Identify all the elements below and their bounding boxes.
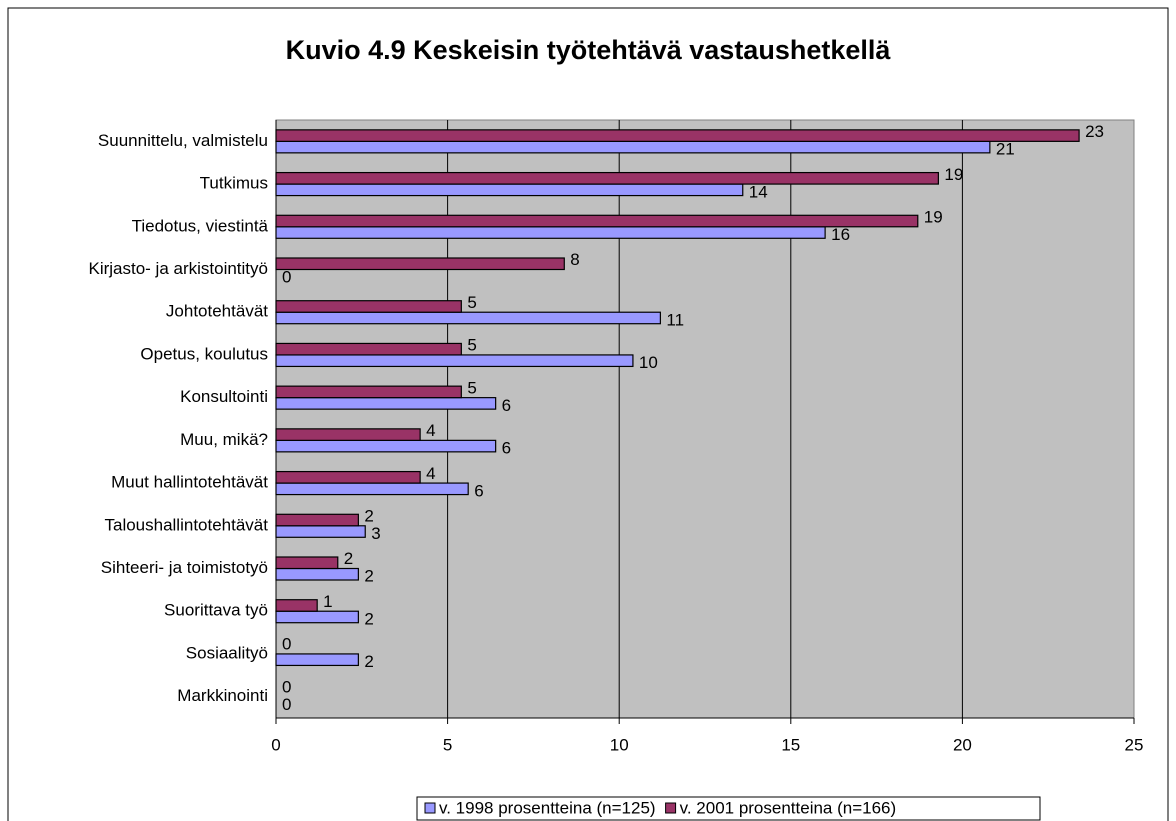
bar [275, 342, 462, 356]
value-label: 2 [364, 609, 373, 628]
y-tick-label: Konsultointi [180, 387, 268, 406]
bar [275, 513, 359, 527]
bar [275, 226, 826, 239]
bar [275, 354, 634, 368]
x-tick-label: 0 [271, 735, 280, 754]
legend-swatch [424, 802, 436, 814]
bar [275, 428, 421, 441]
value-label: 11 [666, 310, 684, 329]
bar [275, 556, 339, 570]
value-label: 6 [502, 396, 511, 415]
bar [275, 470, 421, 484]
y-tick-label: Tiedotus, viestintä [132, 216, 269, 235]
value-label: 8 [570, 250, 579, 269]
value-label: 6 [474, 481, 483, 500]
y-tick-label: Opetus, koulutus [140, 344, 268, 363]
y-tick-label: Suunnittelu, valmistelu [98, 131, 268, 150]
bar [275, 183, 744, 197]
y-tick-label: Suorittava työ [164, 601, 268, 620]
x-tick-label: 25 [1125, 735, 1144, 754]
value-label: 14 [749, 182, 768, 201]
value-label: 16 [831, 225, 850, 244]
bar [275, 567, 359, 581]
y-tick-label: Johtotehtävät [166, 302, 268, 321]
bar [275, 525, 366, 538]
y-tick-label: Sihteeri- ja toimistotyö [101, 558, 268, 577]
value-label: 3 [371, 524, 380, 543]
x-tick-label: 5 [443, 735, 452, 754]
value-label: 5 [467, 293, 476, 312]
legend-label: v. 2001 prosentteina (n=166) [680, 798, 897, 817]
y-tick-label: Sosiaalityö [186, 643, 268, 662]
value-label: 0 [282, 268, 291, 287]
value-label: 10 [639, 353, 658, 372]
y-tick-label: Taloushallintotehtävät [104, 515, 268, 534]
value-label: 2 [344, 549, 353, 568]
value-label: 2 [364, 652, 373, 671]
bar [275, 171, 939, 185]
value-label: 4 [426, 421, 435, 440]
value-label: 19 [944, 165, 963, 184]
chart-title: Kuvio 4.9 Keskeisin työtehtävä vastaushe… [286, 35, 892, 65]
value-label: 5 [467, 378, 476, 397]
value-label: 21 [996, 140, 1015, 159]
plot-area [275, 119, 1135, 719]
value-label: 0 [282, 635, 291, 654]
bar [275, 439, 497, 453]
bar [275, 653, 359, 667]
bar [275, 482, 469, 496]
value-label: 5 [467, 336, 476, 355]
value-label: 4 [426, 464, 435, 483]
bar [275, 129, 1080, 142]
value-label: 2 [364, 507, 373, 526]
value-label: 6 [502, 439, 511, 458]
value-label: 2 [364, 567, 373, 586]
value-label: 19 [924, 208, 943, 227]
legend-swatch [665, 802, 677, 814]
value-label: 0 [282, 677, 291, 696]
bar [275, 397, 497, 410]
x-tick-label: 15 [781, 735, 800, 754]
x-tick-label: 10 [610, 735, 629, 754]
x-tick-label: 20 [953, 735, 972, 754]
value-label: 23 [1085, 122, 1104, 141]
y-tick-label: Markkinointi [177, 686, 268, 705]
value-label: 1 [323, 592, 332, 611]
bar [275, 311, 661, 325]
bar [275, 140, 991, 154]
y-tick-label: Tutkimus [200, 174, 268, 193]
bar [275, 610, 359, 624]
legend [416, 796, 1041, 821]
bar [275, 257, 565, 271]
bar [275, 214, 919, 228]
bar [275, 599, 318, 612]
y-tick-label: Kirjasto- ja arkistointityö [88, 259, 268, 278]
bar [275, 300, 462, 313]
bar [275, 385, 462, 399]
legend-label: v. 1998 prosentteina (n=125) [439, 798, 656, 817]
y-tick-label: Muut hallintotehtävät [111, 473, 268, 492]
value-label: 0 [282, 695, 291, 714]
y-tick-label: Muu, mikä? [180, 430, 268, 449]
